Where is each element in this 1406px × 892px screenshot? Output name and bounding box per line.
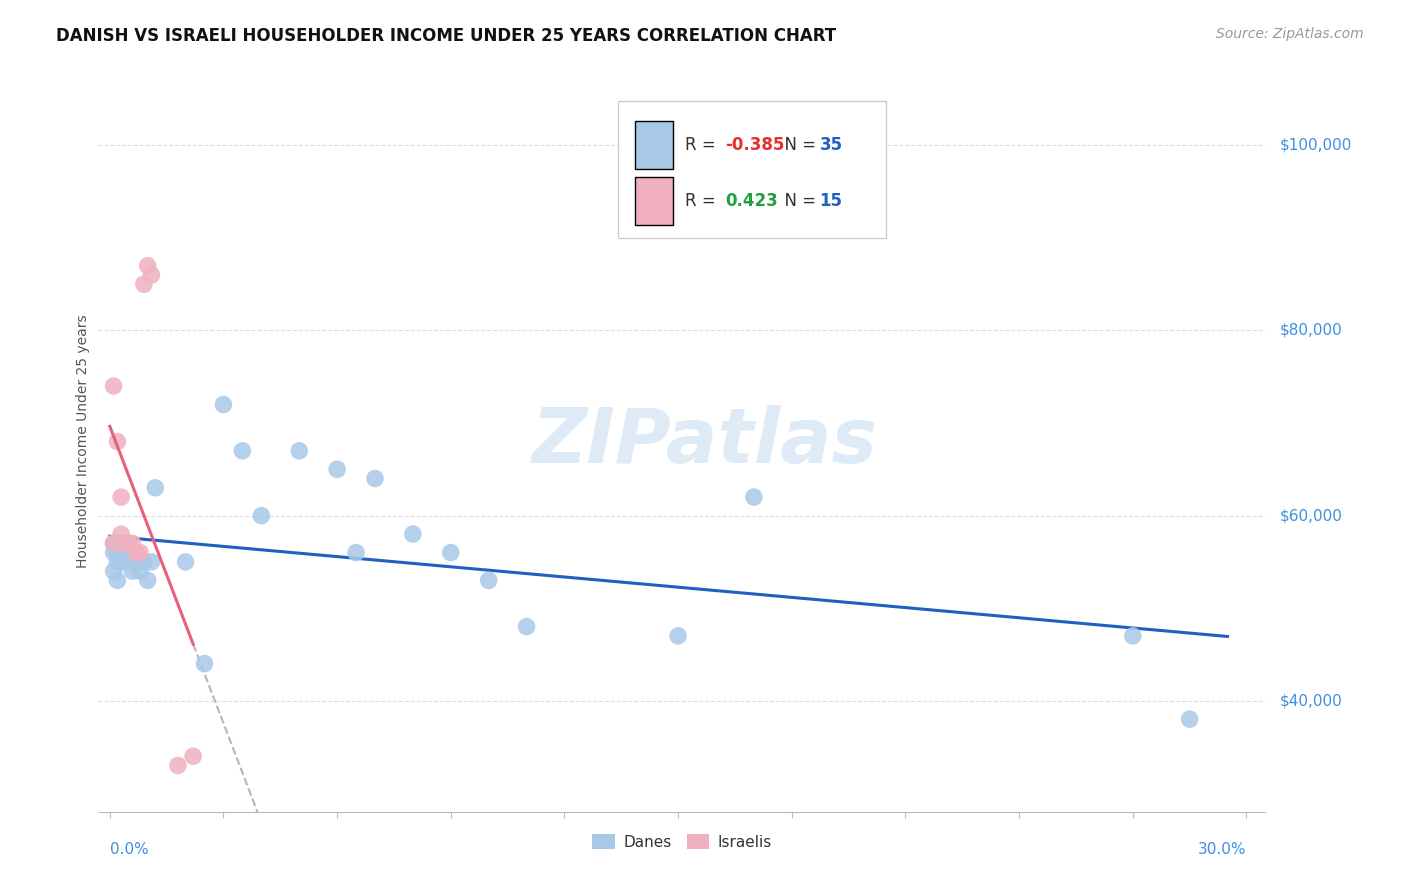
Point xyxy=(1122,629,1144,643)
Point xyxy=(742,490,765,504)
Point xyxy=(1178,712,1201,726)
Point xyxy=(478,574,501,588)
Text: DANISH VS ISRAELI HOUSEHOLDER INCOME UNDER 25 YEARS CORRELATION CHART: DANISH VS ISRAELI HOUSEHOLDER INCOME UND… xyxy=(56,27,837,45)
Point xyxy=(125,555,148,569)
Text: $80,000: $80,000 xyxy=(1279,323,1343,338)
FancyBboxPatch shape xyxy=(617,101,886,238)
Point xyxy=(344,545,367,560)
Text: Source: ZipAtlas.com: Source: ZipAtlas.com xyxy=(1216,27,1364,41)
Point xyxy=(118,536,141,550)
Point xyxy=(114,536,136,550)
Point xyxy=(118,536,141,550)
Text: 15: 15 xyxy=(820,192,842,210)
Point xyxy=(666,629,689,643)
Point xyxy=(105,555,128,569)
Point xyxy=(174,555,197,569)
Point xyxy=(402,527,425,541)
Point xyxy=(103,379,125,393)
Text: $100,000: $100,000 xyxy=(1279,138,1351,153)
Point xyxy=(121,536,143,550)
Text: R =: R = xyxy=(685,192,727,210)
Point xyxy=(110,545,132,560)
Point xyxy=(110,527,132,541)
Point xyxy=(105,545,128,560)
Text: N =: N = xyxy=(775,136,821,154)
Text: -0.385: -0.385 xyxy=(725,136,785,154)
Point xyxy=(250,508,273,523)
Text: $60,000: $60,000 xyxy=(1279,508,1343,523)
Point xyxy=(516,620,538,634)
Text: 0.423: 0.423 xyxy=(725,192,778,210)
Point xyxy=(132,555,155,569)
Point xyxy=(141,268,163,282)
Point xyxy=(110,490,132,504)
Text: $40,000: $40,000 xyxy=(1279,693,1343,708)
Point xyxy=(110,555,132,569)
Point xyxy=(136,574,159,588)
Point xyxy=(103,564,125,578)
Text: 30.0%: 30.0% xyxy=(1198,842,1247,857)
Legend: Danes, Israelis: Danes, Israelis xyxy=(586,828,778,856)
Point xyxy=(118,545,141,560)
Point xyxy=(103,536,125,550)
Point xyxy=(125,545,148,560)
Point xyxy=(193,657,215,671)
Point xyxy=(288,443,311,458)
Point xyxy=(212,398,235,412)
Point xyxy=(181,749,204,764)
Point xyxy=(114,555,136,569)
Text: ZIPatlas: ZIPatlas xyxy=(533,405,879,478)
Point xyxy=(129,564,152,578)
Text: 35: 35 xyxy=(820,136,842,154)
Point xyxy=(440,545,463,560)
Point xyxy=(167,758,190,772)
Point xyxy=(105,434,128,449)
Point xyxy=(103,536,125,550)
Point xyxy=(143,481,166,495)
Text: R =: R = xyxy=(685,136,721,154)
Point xyxy=(326,462,349,476)
Point xyxy=(105,574,128,588)
Point xyxy=(129,545,152,560)
Point xyxy=(364,472,387,486)
FancyBboxPatch shape xyxy=(636,121,672,169)
Point xyxy=(136,259,159,273)
FancyBboxPatch shape xyxy=(636,177,672,225)
Point xyxy=(121,564,143,578)
Point xyxy=(231,443,253,458)
Point xyxy=(103,545,125,560)
Text: 0.0%: 0.0% xyxy=(110,842,149,857)
Point xyxy=(132,277,155,292)
Y-axis label: Householder Income Under 25 years: Householder Income Under 25 years xyxy=(76,315,90,568)
Text: N =: N = xyxy=(775,192,821,210)
Point xyxy=(141,555,163,569)
